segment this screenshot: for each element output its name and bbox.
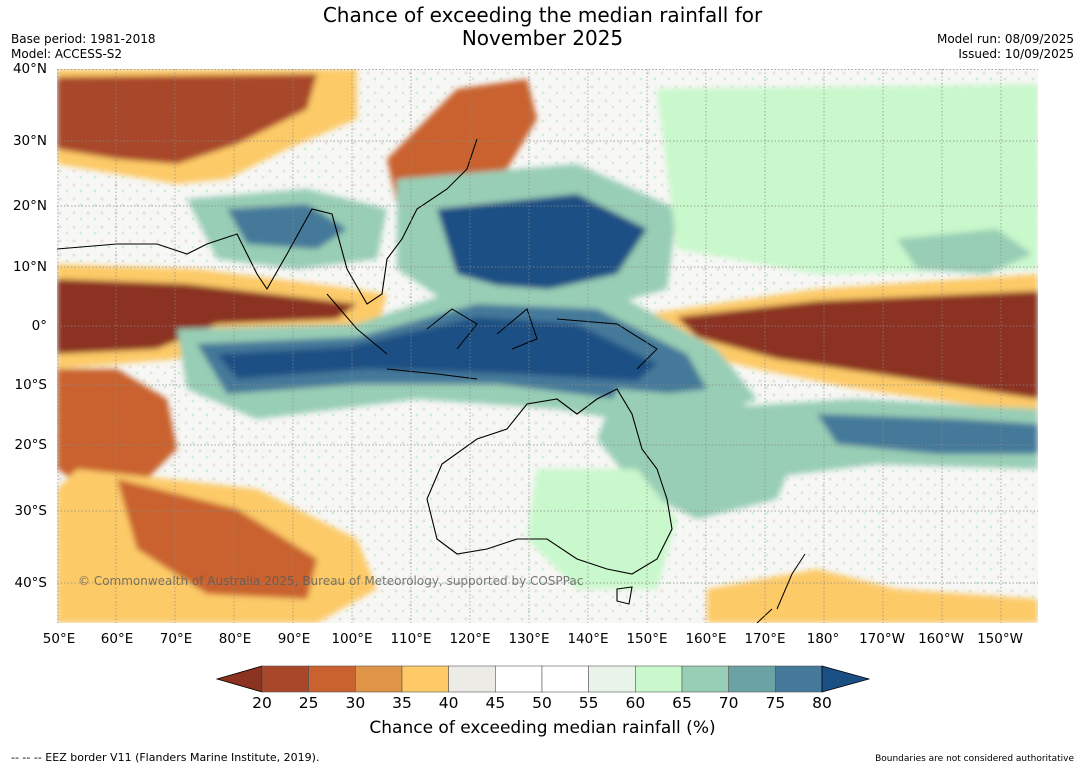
boundaries-disclaimer: Boundaries are not considered authoritat…: [875, 754, 1074, 764]
colorbar-segment: [261, 665, 309, 693]
lon-label-140e: 140°E: [567, 631, 609, 647]
wet-north-pacific-band: [657, 84, 1038, 274]
colorbar-segment: [401, 665, 449, 693]
colorbar: [216, 665, 870, 693]
colorbar-segment: [495, 665, 543, 693]
asia-coastline: [57, 138, 478, 305]
colorbar-tick-label: 30: [345, 694, 366, 712]
copyright-notice: © Commonwealth of Australia 2025, Bureau…: [78, 574, 584, 588]
colorbar-tick-label: 70: [718, 694, 739, 712]
lon-label-170w: 170°W: [859, 631, 905, 647]
lon-label-180: 180°: [806, 631, 840, 647]
lon-label-120e: 120°E: [449, 631, 491, 647]
issued-text: Issued: 10/09/2025: [958, 47, 1074, 61]
lat-label-40s: 40°S: [14, 575, 48, 591]
colorbar-tick-label: 75: [765, 694, 786, 712]
dry-arabian-sea-core: [57, 279, 357, 354]
colorbar-label: Chance of exceeding median rainfall (%): [369, 718, 716, 738]
title-line-2: November 2025: [461, 26, 624, 50]
dry-west-indian-ocean: [57, 369, 177, 489]
colorbar-tick-label: 60: [625, 694, 646, 712]
dry-south-indian-ocean-core: [117, 479, 317, 599]
model-run-text: Model run: 08/09/2025: [936, 32, 1074, 46]
new-zealand-outline: [756, 553, 806, 623]
colorbar-segment: [541, 665, 589, 693]
colorbar-tick-label: 45: [485, 694, 506, 712]
colorbar-tick-label: 65: [672, 694, 692, 712]
lat-label-20s: 20°S: [14, 437, 48, 453]
lat-label-0: 0°: [31, 318, 47, 334]
lat-label-10n: 10°N: [12, 259, 47, 275]
colorbar-segment: [448, 665, 496, 693]
rainfall-map: [57, 69, 1038, 623]
eez-border-legend: -- -- -- EEZ border V11 (Flanders Marine…: [11, 751, 320, 764]
colorbar-tick-label: 40: [438, 694, 459, 712]
wet-maritime-continent-core: [217, 317, 657, 381]
colorbar-tick-label: 20: [252, 694, 272, 712]
title-line-1: Chance of exceeding the median rainfall …: [322, 3, 763, 27]
lon-label-130e: 130°E: [508, 631, 550, 647]
dry-pacific-equatorial-core: [677, 291, 1038, 399]
lon-label-50e: 50°E: [42, 631, 76, 647]
meta-right: Model run: 08/09/2025 Issued: 10/09/2025: [937, 32, 1074, 62]
wet-philippine-sea-core: [437, 194, 647, 294]
model-text: Model: ACCESS-S2: [11, 47, 123, 61]
lon-label-160w: 160°W: [918, 631, 964, 647]
lat-label-10s: 10°S: [14, 377, 48, 393]
colorbar-tick-label: 55: [578, 694, 599, 712]
lat-label-30n: 30°N: [12, 133, 47, 149]
colorbar-segment: [775, 665, 823, 693]
lon-label-160e: 160°E: [685, 631, 727, 647]
lon-label-60e: 60°E: [100, 631, 134, 647]
colorbar-segment: [588, 665, 636, 693]
lon-label-70e: 70°E: [159, 631, 193, 647]
australia-outline: [426, 388, 673, 575]
lon-label-100e: 100°E: [331, 631, 373, 647]
map-title: Chance of exceeding the median rainfall …: [0, 4, 1085, 50]
colorbar-tick-label: 50: [532, 694, 552, 712]
lat-label-30s: 30°S: [14, 503, 48, 519]
colorbar-segment: [355, 665, 403, 693]
colorbar-extend-low: [216, 665, 263, 693]
graticule-lines: [57, 69, 1038, 623]
lon-label-170e: 170°E: [744, 631, 786, 647]
dry-asia-north-core: [57, 74, 317, 164]
meta-left: Base period: 1981-2018 Model: ACCESS-S2: [11, 32, 156, 62]
lon-label-90e: 90°E: [277, 631, 311, 647]
colorbar-extend-high: [821, 665, 870, 693]
colorbar-tick-label: 80: [812, 694, 832, 712]
wet-bay-of-bengal-core: [227, 204, 347, 249]
wet-east-australia: [527, 469, 677, 589]
rainfall-fields: [57, 69, 1038, 623]
lon-label-110e: 110°E: [390, 631, 432, 647]
graticule: [57, 69, 1038, 623]
lon-label-80e: 80°E: [218, 631, 252, 647]
wet-south-pacific-core: [817, 414, 1038, 454]
lon-label-150e: 150°E: [626, 631, 668, 647]
indonesia-islands: [326, 293, 658, 380]
wet-north-pacific-spots: [897, 229, 1032, 274]
base-period-text: Base period: 1981-2018: [11, 32, 156, 46]
lat-label-20n: 20°N: [12, 198, 47, 214]
colorbar-tick-label: 25: [298, 694, 319, 712]
colorbar-tick-label: 35: [392, 694, 412, 712]
colorbar-segment: [728, 665, 776, 693]
dry-tasman: [707, 569, 1038, 623]
colorbar-segment: [681, 665, 729, 693]
lat-label-40n: 40°N: [12, 61, 47, 77]
tasmania-outline: [616, 586, 633, 605]
colorbar-segment: [308, 665, 356, 693]
colorbar-segment: [635, 665, 683, 693]
lon-label-150w: 150°W: [977, 631, 1023, 647]
